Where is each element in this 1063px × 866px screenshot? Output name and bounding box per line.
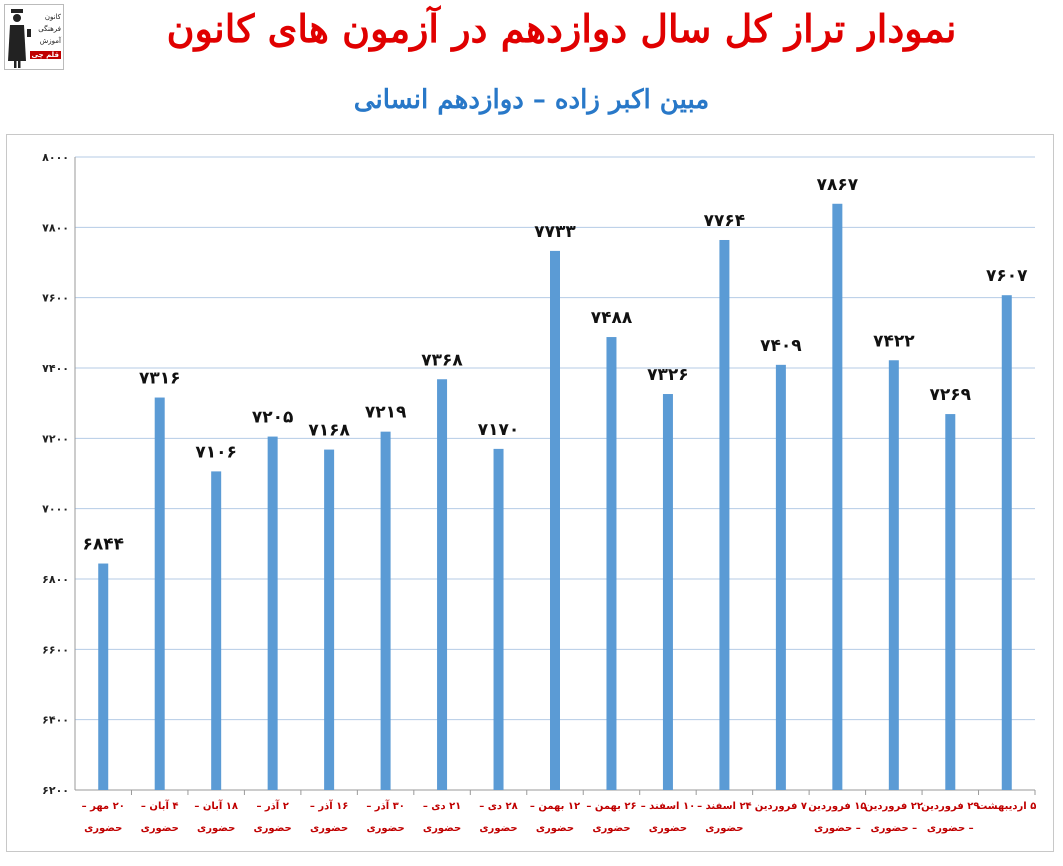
chart-area: ۶۲۰۰ ۶۴۰۰ ۶۶۰۰ ۶۸۰۰ ۷۰۰۰ ۷۲۰۰ ۷۴۰۰ ۷۶۰۰ ۷۸۰۰ ۸۰۰۰… [6, 134, 1054, 852]
y-tick-label: ۶۴۰۰ [42, 714, 69, 727]
x-tick-label: ۵ اردیبهشت [977, 801, 1036, 812]
y-tick-label: ۷۶۰۰ [42, 292, 69, 305]
x-tick-label-line2: حضوری [141, 823, 179, 834]
data-label: ۷۱۶۸ [308, 421, 350, 441]
chart-subtitle: مبین اکبر زاده – دوازدهم انسانی [353, 85, 710, 115]
data-label: ۷۷۶۴ [704, 211, 746, 231]
bar [98, 563, 109, 790]
data-label: ۷۷۳۳ [534, 222, 576, 242]
x-tick-label: ۲۴ اسفند – [697, 801, 752, 812]
x-tick-label: ۲۶ بهمن – [586, 801, 636, 812]
logo-line-2: فرهنگی [38, 25, 61, 33]
bar [606, 337, 617, 790]
x-tick-label-line2: حضوری [310, 823, 348, 834]
logo-line-3: آموزش [39, 37, 61, 45]
x-tick-label: ۱۵ فروردین [808, 801, 866, 812]
bar [662, 394, 673, 790]
x-tick-label: ۱۶ آذر – [310, 799, 349, 812]
x-tick-label-line2: – حضوری [927, 823, 974, 834]
x-tick-label: ۳۰ آذر – [366, 799, 405, 812]
y-tick-label: ۶۶۰۰ [42, 643, 69, 656]
bar [1001, 295, 1012, 790]
data-label: ۷۲۰۵ [252, 408, 294, 428]
bar [380, 431, 391, 790]
data-label: ۷۳۶۸ [421, 350, 463, 370]
bar [775, 364, 786, 790]
logo-line-1: کانون [44, 13, 61, 21]
bar [154, 397, 165, 790]
y-tick-label: ۷۲۰۰ [42, 432, 69, 445]
data-label: ۷۸۶۷ [817, 175, 859, 195]
data-label: ۷۴۰۹ [760, 336, 802, 356]
y-tick-label: ۸۰۰۰ [42, 151, 69, 164]
x-tick-label: ۲۸ دی – [479, 801, 517, 812]
x-tick-label-line2: – حضوری [870, 823, 917, 834]
bar [437, 379, 448, 790]
bar [719, 239, 730, 790]
bar [493, 448, 504, 790]
logo-badge: قلم چی [29, 51, 61, 59]
x-tick-label: ۲ آذر – [256, 799, 288, 812]
x-tick-label: ۱۸ آبان – [194, 799, 238, 812]
x-tick-label-line2: حضوری [592, 823, 630, 834]
x-tick-label-line2: حضوری [649, 823, 687, 834]
data-label: ۷۱۰۶ [195, 442, 237, 462]
data-label: ۷۳۲۶ [647, 365, 689, 385]
bar [888, 360, 899, 790]
data-label: ۷۱۷۰ [478, 420, 520, 440]
data-label: ۷۶۰۷ [986, 266, 1028, 286]
bar [832, 203, 843, 790]
bar-chart: ۶۲۰۰ ۶۴۰۰ ۶۶۰۰ ۶۸۰۰ ۷۰۰۰ ۷۲۰۰ ۷۴۰۰ ۷۶۰۰ ۷۸۰۰ ۸۰۰۰… [42, 151, 1036, 834]
x-tick-label: ۴ آبان – [141, 799, 179, 812]
bar [267, 436, 278, 790]
x-tick-label-line2: حضوری [84, 823, 122, 834]
x-tick-label-line2: حضوری [423, 823, 461, 834]
x-tick-label: ۲۹ فروردین [921, 801, 979, 812]
kanoon-logo: کانون فرهنگی آموزش قلم چی [4, 4, 64, 70]
bar [211, 471, 222, 790]
x-tick-label: ۷ فروردین [755, 801, 807, 812]
y-tick-label: ۷۰۰۰ [42, 503, 69, 516]
x-tick-label-line2: حضوری [705, 823, 743, 834]
data-label: ۶۸۴۴ [82, 535, 124, 555]
y-tick-label: ۶۲۰۰ [42, 784, 69, 797]
data-label: ۷۲۶۹ [930, 385, 972, 405]
x-tick-label-line2: – حضوری [814, 823, 861, 834]
bar [550, 250, 560, 790]
x-tick-label-line2: حضوری [536, 823, 574, 834]
x-tick-label-line2: حضوری [366, 823, 404, 834]
bar [945, 414, 956, 790]
data-label: ۷۳۱۶ [139, 369, 181, 389]
x-tick-label-line2: حضوری [197, 823, 235, 834]
bar [324, 449, 335, 790]
x-tick-label-line2: حضوری [479, 823, 517, 834]
y-tick-label: ۶۸۰۰ [42, 573, 69, 586]
x-tick-label: ۲۲ فروردین [865, 801, 923, 812]
chart-title: نمودار تراز کل سال دوازدهم در آزمون های … [166, 6, 957, 51]
x-tick-label-line2: حضوری [254, 823, 292, 834]
x-tick-label: ۲۰ مهر – [82, 801, 125, 812]
x-tick-label: ۱۰ اسفند – [641, 801, 696, 812]
data-label: ۷۲۱۹ [365, 403, 407, 423]
data-label: ۷۴۲۲ [873, 331, 915, 351]
x-tick-label: ۱۲ بهمن – [530, 801, 580, 812]
teacher-figure-icon [8, 9, 31, 68]
y-tick-label: ۷۸۰۰ [42, 221, 69, 234]
x-tick-label: ۲۱ دی – [423, 801, 461, 812]
y-tick-label: ۷۴۰۰ [42, 362, 69, 375]
data-label: ۷۴۸۸ [591, 308, 633, 328]
